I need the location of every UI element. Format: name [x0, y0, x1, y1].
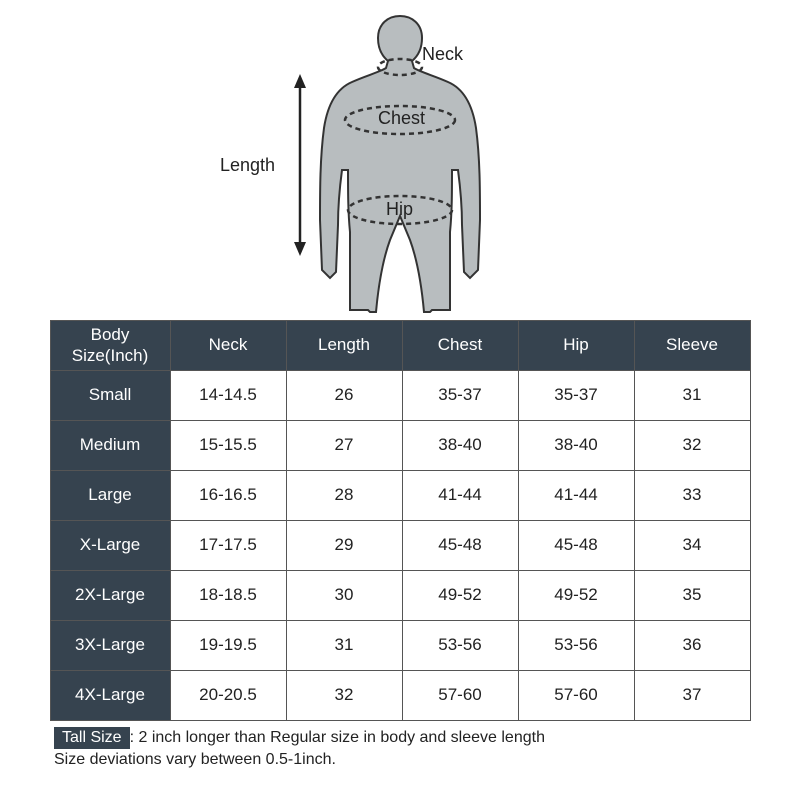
row-size-label: Small	[50, 371, 170, 421]
col-header: Sleeve	[634, 321, 750, 371]
cell: 36	[634, 621, 750, 671]
table-row: 3X-Large 19-19.5 31 53-56 53-56 36	[50, 621, 750, 671]
length-arrow-head-top	[294, 74, 306, 88]
col-header: Chest	[402, 321, 518, 371]
cell: 38-40	[518, 421, 634, 471]
cell: 38-40	[402, 421, 518, 471]
row-size-label: 4X-Large	[50, 671, 170, 721]
row-size-label: X-Large	[50, 521, 170, 571]
size-table-head: Body Size(Inch) Neck Length Chest Hip Sl…	[50, 321, 750, 371]
cell: 26	[286, 371, 402, 421]
header-row: Body Size(Inch) Neck Length Chest Hip Sl…	[50, 321, 750, 371]
size-chart-table: Body Size(Inch) Neck Length Chest Hip Sl…	[50, 320, 751, 721]
table-row: 4X-Large 20-20.5 32 57-60 57-60 37	[50, 671, 750, 721]
cell: 35-37	[402, 371, 518, 421]
cell: 28	[286, 471, 402, 521]
tall-size-note: Tall Size : 2 inch longer than Regular s…	[54, 727, 750, 749]
table-row: Medium 15-15.5 27 38-40 38-40 32	[50, 421, 750, 471]
cell: 45-48	[518, 521, 634, 571]
cell: 17-17.5	[170, 521, 286, 571]
body-measurement-diagram: Neck Chest Hip Length	[50, 10, 750, 320]
cell: 27	[286, 421, 402, 471]
row-size-label: 3X-Large	[50, 621, 170, 671]
cell: 29	[286, 521, 402, 571]
cell: 57-60	[402, 671, 518, 721]
table-row: X-Large 17-17.5 29 45-48 45-48 34	[50, 521, 750, 571]
cell: 49-52	[518, 571, 634, 621]
col-header: Body Size(Inch)	[50, 321, 170, 371]
cell: 33	[634, 471, 750, 521]
cell: 18-18.5	[170, 571, 286, 621]
cell: 53-56	[402, 621, 518, 671]
cell: 41-44	[402, 471, 518, 521]
col-header: Length	[286, 321, 402, 371]
length-arrow-head-bottom	[294, 242, 306, 256]
row-size-label: Large	[50, 471, 170, 521]
chest-label: Chest	[378, 108, 425, 128]
cell: 57-60	[518, 671, 634, 721]
length-label: Length	[220, 155, 275, 176]
cell: 37	[634, 671, 750, 721]
table-row: Large 16-16.5 28 41-44 41-44 33	[50, 471, 750, 521]
tall-size-badge: Tall Size	[54, 727, 130, 749]
tall-size-text: : 2 inch longer than Regular size in bod…	[130, 729, 545, 746]
table-row: Small 14-14.5 26 35-37 35-37 31	[50, 371, 750, 421]
cell: 16-16.5	[170, 471, 286, 521]
cell: 32	[286, 671, 402, 721]
table-row: 2X-Large 18-18.5 30 49-52 49-52 35	[50, 571, 750, 621]
cell: 41-44	[518, 471, 634, 521]
size-table-body: Small 14-14.5 26 35-37 35-37 31 Medium 1…	[50, 371, 750, 721]
cell: 19-19.5	[170, 621, 286, 671]
cell: 45-48	[402, 521, 518, 571]
cell: 30	[286, 571, 402, 621]
cell: 14-14.5	[170, 371, 286, 421]
cell: 35	[634, 571, 750, 621]
row-size-label: 2X-Large	[50, 571, 170, 621]
cell: 31	[286, 621, 402, 671]
cell: 20-20.5	[170, 671, 286, 721]
neck-label: Neck	[422, 44, 464, 64]
row-size-label: Medium	[50, 421, 170, 471]
hip-label: Hip	[386, 199, 413, 219]
deviation-note: Size deviations vary between 0.5-1inch.	[54, 751, 750, 769]
cell: 32	[634, 421, 750, 471]
col-header: Neck	[170, 321, 286, 371]
cell: 53-56	[518, 621, 634, 671]
cell: 15-15.5	[170, 421, 286, 471]
cell: 35-37	[518, 371, 634, 421]
cell: 31	[634, 371, 750, 421]
cell: 34	[634, 521, 750, 571]
col-header: Hip	[518, 321, 634, 371]
notes-block: Tall Size : 2 inch longer than Regular s…	[50, 727, 750, 769]
cell: 49-52	[402, 571, 518, 621]
